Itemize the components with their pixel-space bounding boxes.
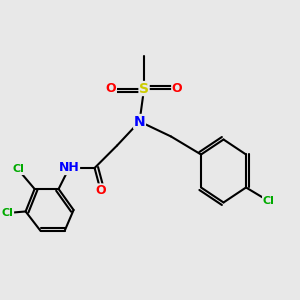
Text: Cl: Cl — [262, 196, 274, 206]
Text: O: O — [172, 82, 182, 95]
Text: Cl: Cl — [12, 164, 24, 175]
Text: O: O — [106, 82, 116, 95]
Text: Cl: Cl — [2, 208, 14, 218]
Text: NH: NH — [59, 161, 80, 175]
Text: S: S — [139, 82, 149, 95]
Text: N: N — [134, 115, 146, 128]
Text: O: O — [95, 184, 106, 197]
